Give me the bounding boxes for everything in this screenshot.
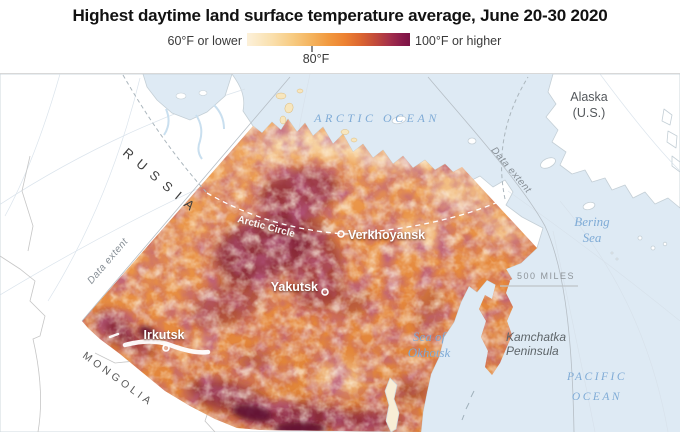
land-alaska bbox=[545, 73, 680, 209]
pacific-ocean-label-1: PACIFIC bbox=[566, 371, 627, 383]
legend-gradient-bar bbox=[247, 33, 410, 46]
kuril-islands bbox=[461, 390, 475, 421]
island-sakhalin bbox=[384, 377, 400, 433]
island-extent-edge bbox=[467, 137, 477, 145]
city-verkhoyansk: Verkhoyansk bbox=[337, 228, 425, 242]
kamchatka-label-1: Kamchatka bbox=[506, 330, 566, 344]
rivers bbox=[163, 104, 225, 160]
island-dot bbox=[637, 235, 643, 241]
data-extent-line-left bbox=[81, 76, 291, 322]
map-area: ARCTIC OCEAN Bering Sea Sea of Okhotsk P… bbox=[0, 73, 680, 433]
legend-max-label: 100°F or higher bbox=[415, 34, 502, 48]
island-dot bbox=[650, 245, 656, 251]
city-marker-verkhoyansk bbox=[337, 230, 345, 238]
legend-mid-tick bbox=[311, 46, 313, 52]
arctic-inlet bbox=[142, 73, 233, 160]
arctic-circle-line bbox=[122, 74, 529, 235]
page-title: Highest daytime land surface temperature… bbox=[72, 6, 608, 25]
island-dot bbox=[615, 257, 619, 261]
island-dot bbox=[662, 241, 668, 247]
legend-min-label: 60°F or lower bbox=[167, 34, 242, 48]
city-yakutsk: Yakutsk bbox=[271, 280, 329, 296]
arctic-islands bbox=[275, 88, 358, 143]
island-alaska-chain bbox=[666, 130, 678, 149]
island-bering bbox=[540, 157, 556, 169]
city-label-verkhoyansk: Verkhoyansk bbox=[348, 228, 425, 242]
data-extent-line-right bbox=[427, 76, 575, 433]
map-svg: ARCTIC OCEAN Bering Sea Sea of Okhotsk P… bbox=[0, 73, 680, 433]
city-marker-yakutsk bbox=[321, 288, 329, 296]
island-alaska-chain bbox=[661, 108, 673, 126]
legend-mid-label: 80°F bbox=[302, 52, 330, 66]
kamchatka-label-2: Peninsula bbox=[506, 344, 559, 358]
city-marker-irkutsk bbox=[162, 344, 170, 352]
alaska-label-2: (U.S.) bbox=[573, 106, 606, 120]
pacific-ocean-label-2: OCEAN bbox=[572, 391, 622, 403]
city-label-irkutsk: Irkutsk bbox=[144, 328, 185, 342]
city-label-yakutsk: Yakutsk bbox=[271, 280, 318, 294]
island-st-lawrence bbox=[582, 201, 596, 211]
sea-of-okhotsk-label-2: Okhotsk bbox=[408, 345, 451, 360]
city-irkutsk: Irkutsk bbox=[144, 328, 185, 352]
scale-bar-label: 500 MILES bbox=[517, 271, 575, 281]
bering-sea-label-2: Sea bbox=[583, 230, 602, 245]
alaska-label-1: Alaska bbox=[570, 90, 608, 104]
scale-bar: 500 MILES bbox=[500, 271, 578, 287]
island-wrangel bbox=[391, 115, 407, 125]
island-dot bbox=[610, 251, 614, 255]
arctic-ocean-label: ARCTIC OCEAN bbox=[313, 111, 440, 125]
lake-baikal bbox=[108, 332, 211, 355]
bering-sea-label-1: Bering bbox=[574, 214, 610, 229]
sea-of-okhotsk-label-1: Sea of bbox=[413, 329, 448, 344]
temperature-legend: 60°F or lower 100°F or higher 80°F bbox=[0, 0, 680, 66]
